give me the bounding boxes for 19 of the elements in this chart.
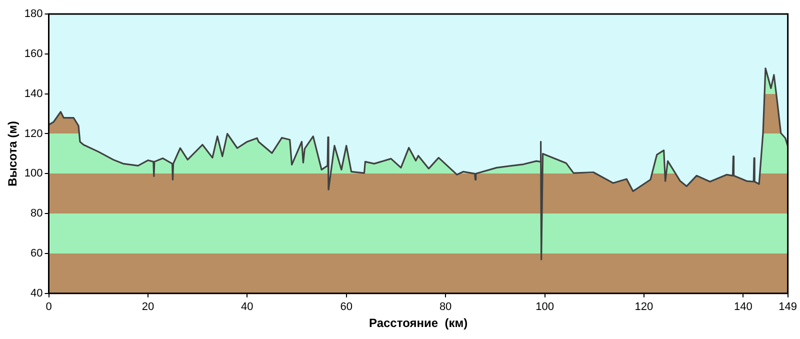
x-axis-title: Расстояние (км) (368, 316, 468, 330)
y-tick-label: 120 (24, 128, 43, 140)
x-tick-label: 60 (340, 301, 352, 314)
y-tick-label: 140 (24, 88, 43, 100)
x-tick-label: 20 (142, 301, 154, 314)
x-tick-label: 120 (634, 301, 654, 314)
x-tick-label: 0 (46, 301, 52, 314)
y-tick-label: 160 (24, 48, 43, 60)
y-tick-label: 180 (24, 8, 43, 20)
x-tick-label: 40 (241, 301, 254, 314)
x-tick-label: 140 (734, 301, 752, 314)
x-tick-label: 149 (778, 301, 798, 314)
y-tick-label: 100 (24, 168, 43, 180)
y-tick-label: 60 (30, 248, 43, 260)
y-tick-label: 40 (30, 287, 43, 300)
y-axis-title: Высота (м) (6, 121, 20, 186)
x-tick-label: 100 (536, 301, 554, 314)
x-tick-label: 80 (439, 301, 452, 314)
y-tick-label: 80 (30, 208, 43, 220)
